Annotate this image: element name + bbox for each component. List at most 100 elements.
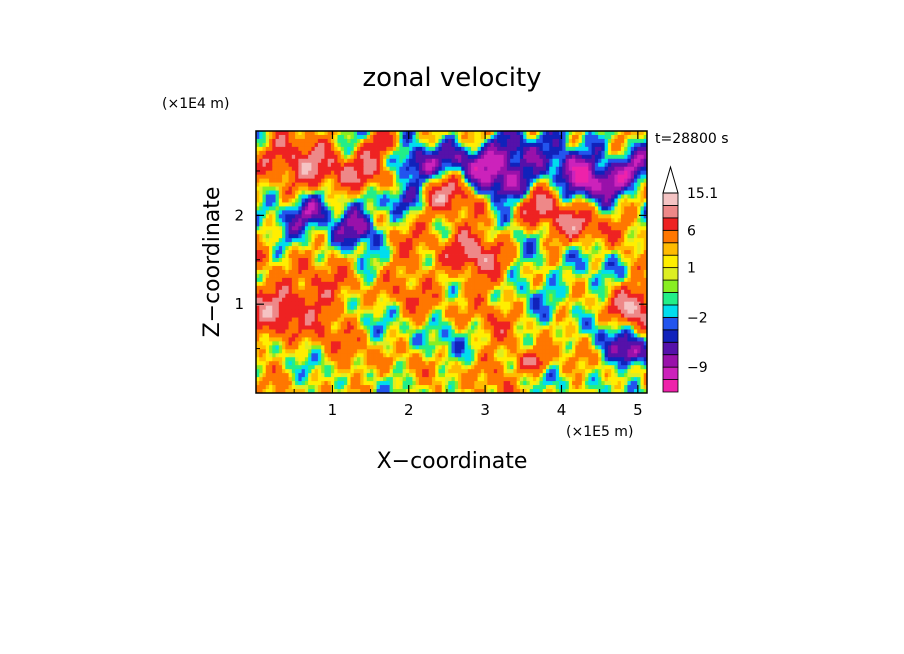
field-cell: [588, 150, 593, 156]
field-cell: [269, 226, 273, 231]
field-cell: [549, 166, 553, 172]
field-cell: [542, 285, 547, 291]
field-cell: [604, 222, 609, 227]
field-cell: [383, 293, 387, 299]
field-cell: [568, 186, 573, 191]
field-cell: [330, 142, 335, 148]
field-cell: [578, 174, 583, 180]
field-cell: [409, 186, 413, 191]
field-cell: [617, 265, 622, 271]
field-cell: [308, 134, 312, 140]
field-cell: [304, 198, 309, 203]
field-cell: [317, 254, 322, 259]
field-cell: [353, 146, 358, 152]
field-cell: [484, 190, 488, 195]
field-cell: [617, 146, 622, 152]
field-cell: [536, 150, 540, 156]
field-cell: [549, 258, 553, 263]
field-cell: [506, 238, 511, 243]
field-cell: [386, 194, 390, 199]
field-cell: [343, 138, 348, 144]
field-cell: [301, 250, 306, 255]
field-cell: [389, 178, 394, 184]
field-cell: [484, 254, 488, 259]
field-cell: [565, 166, 570, 172]
field-cell: [291, 146, 296, 152]
field-cell: [500, 198, 505, 203]
field-cell: [620, 238, 625, 243]
field-cell: [441, 158, 446, 164]
field-cell: [454, 250, 459, 255]
field-cell: [467, 178, 472, 184]
field-cell: [298, 246, 303, 251]
field-cell: [607, 131, 612, 136]
field-cell: [581, 150, 586, 156]
field-cell: [412, 131, 417, 136]
field-cell: [526, 273, 531, 279]
field-cell: [272, 222, 276, 227]
field-cell: [376, 218, 381, 223]
field-cell: [640, 131, 645, 136]
field-cell: [366, 246, 371, 251]
field-cell: [291, 273, 296, 279]
field-cell: [607, 178, 612, 184]
field-cell: [314, 273, 319, 279]
field-cell: [627, 226, 632, 231]
field-cell: [431, 210, 436, 215]
field-cell: [601, 281, 606, 287]
field-cell: [555, 194, 560, 199]
field-cell: [529, 210, 534, 215]
field-cell: [275, 234, 280, 239]
field-cell: [334, 158, 338, 164]
field-cell: [549, 146, 553, 152]
field-cell: [480, 190, 485, 195]
field-cell: [295, 269, 299, 275]
field-cell: [500, 182, 505, 187]
field-cell: [454, 265, 459, 271]
field-cell: [366, 138, 371, 144]
field-cell: [529, 174, 534, 180]
field-cell: [379, 254, 384, 259]
field-cell: [493, 150, 498, 156]
field-cell: [565, 134, 570, 140]
field-cell: [617, 198, 622, 203]
field-cell: [428, 250, 433, 255]
field-cell: [373, 230, 377, 235]
field-cell: [536, 154, 540, 160]
field-cell: [575, 250, 579, 255]
field-cell: [265, 206, 270, 211]
field-cell: [425, 138, 430, 144]
field-cell: [383, 281, 387, 287]
field-cell: [327, 162, 332, 168]
field-cell: [598, 242, 602, 247]
field-cell: [379, 281, 384, 287]
field-cell: [275, 265, 280, 271]
field-cell: [265, 174, 270, 180]
field-cell: [409, 162, 413, 168]
field-cell: [330, 162, 335, 168]
field-cell: [506, 134, 511, 140]
field-cell: [568, 198, 573, 203]
field-cell: [633, 234, 638, 239]
field-cell: [278, 174, 283, 180]
field-cell: [405, 134, 410, 140]
field-cell: [428, 162, 433, 168]
field-cell: [334, 206, 338, 211]
field-cell: [396, 218, 400, 223]
field-cell: [330, 150, 335, 156]
field-cell: [585, 238, 589, 243]
field-cell: [295, 258, 299, 263]
field-cell: [461, 174, 465, 180]
field-cell: [591, 138, 596, 144]
field-cell: [334, 222, 338, 227]
field-cell: [637, 218, 641, 223]
field-cell: [611, 154, 615, 160]
field-cell: [477, 166, 482, 172]
field-cell: [643, 186, 648, 191]
field-cell: [353, 273, 358, 279]
field-cell: [572, 238, 576, 243]
field-cell: [265, 234, 270, 239]
field-cell: [630, 258, 635, 263]
field-cell: [441, 190, 446, 195]
field-cell: [288, 150, 293, 156]
